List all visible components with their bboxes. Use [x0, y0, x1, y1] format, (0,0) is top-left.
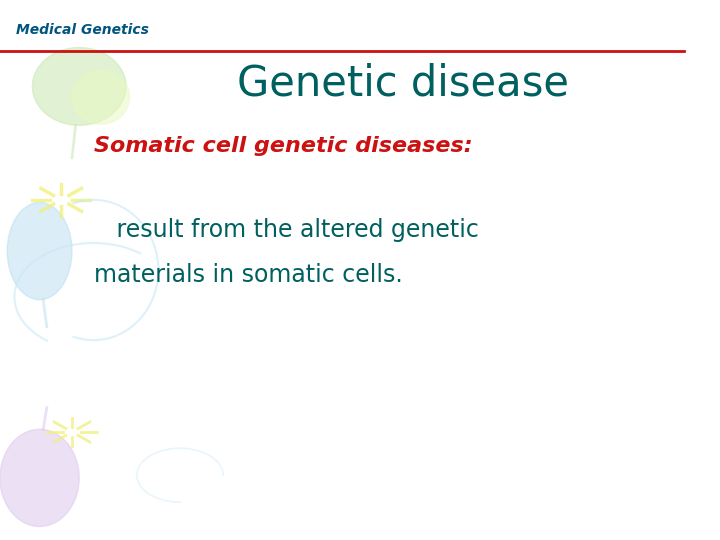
Ellipse shape	[72, 70, 130, 124]
Text: Medical Genetics: Medical Genetics	[16, 23, 149, 37]
Text: Genetic disease: Genetic disease	[237, 63, 570, 105]
Text: materials in somatic cells.: materials in somatic cells.	[94, 264, 402, 287]
Ellipse shape	[7, 202, 72, 300]
Ellipse shape	[0, 429, 79, 526]
Text: result from the altered genetic: result from the altered genetic	[94, 218, 479, 241]
Text: Somatic cell genetic diseases:: Somatic cell genetic diseases:	[94, 136, 472, 156]
Ellipse shape	[32, 48, 126, 125]
